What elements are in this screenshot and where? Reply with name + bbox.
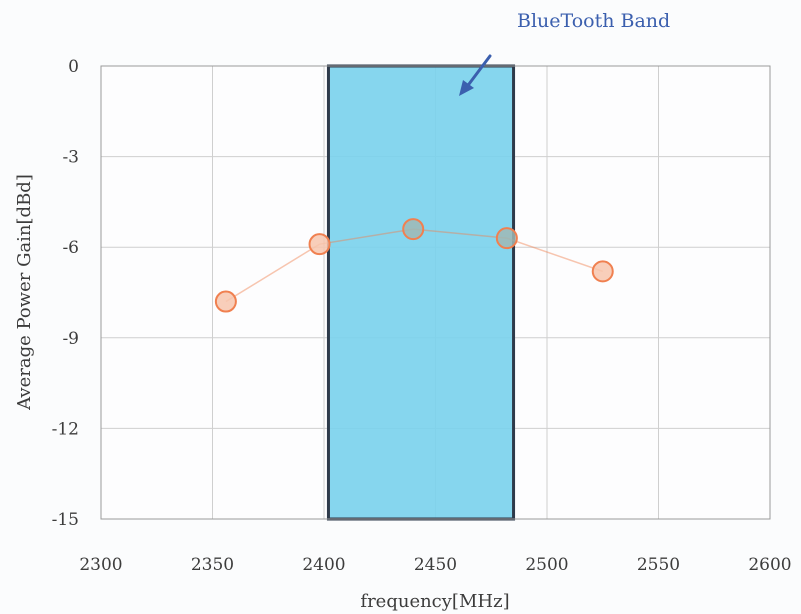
bluetooth-band: [326, 64, 516, 521]
series-layer: [214, 218, 614, 313]
x-tick-label: 2300: [79, 555, 122, 575]
data-point: [402, 218, 425, 241]
data-point: [495, 227, 518, 250]
x-tick-label: 2450: [414, 555, 457, 575]
x-axis-label: frequency[MHz]: [360, 591, 509, 612]
x-tick-labels: 2300 2350 2400 2450 2500 2550 2600: [79, 555, 791, 575]
annotation-arrow: [459, 54, 492, 96]
x-tick-label: 2500: [525, 555, 568, 575]
y-tick-label: -15: [52, 510, 79, 530]
y-tick-label: -9: [62, 329, 79, 349]
data-point: [591, 260, 614, 283]
y-axis-label: Average Power Gain[dBd]: [14, 174, 35, 411]
y-tick-label: 0: [68, 57, 79, 77]
y-tick-label: -6: [62, 238, 79, 258]
y-tick-label: -12: [52, 419, 79, 439]
bluetooth-band-annotation: BlueTooth Band: [517, 10, 670, 32]
data-point: [308, 233, 331, 256]
x-tick-label: 2600: [748, 555, 791, 575]
x-tick-label: 2350: [191, 555, 234, 575]
plot-frame: [100, 65, 771, 520]
data-point: [214, 290, 237, 313]
y-tick-label: -3: [62, 148, 79, 168]
x-tick-label: 2400: [302, 555, 345, 575]
band-layer: [326, 64, 516, 521]
x-tick-label: 2550: [637, 555, 680, 575]
y-tick-labels: 0 -3 -6 -9 -12 -15: [52, 57, 79, 530]
